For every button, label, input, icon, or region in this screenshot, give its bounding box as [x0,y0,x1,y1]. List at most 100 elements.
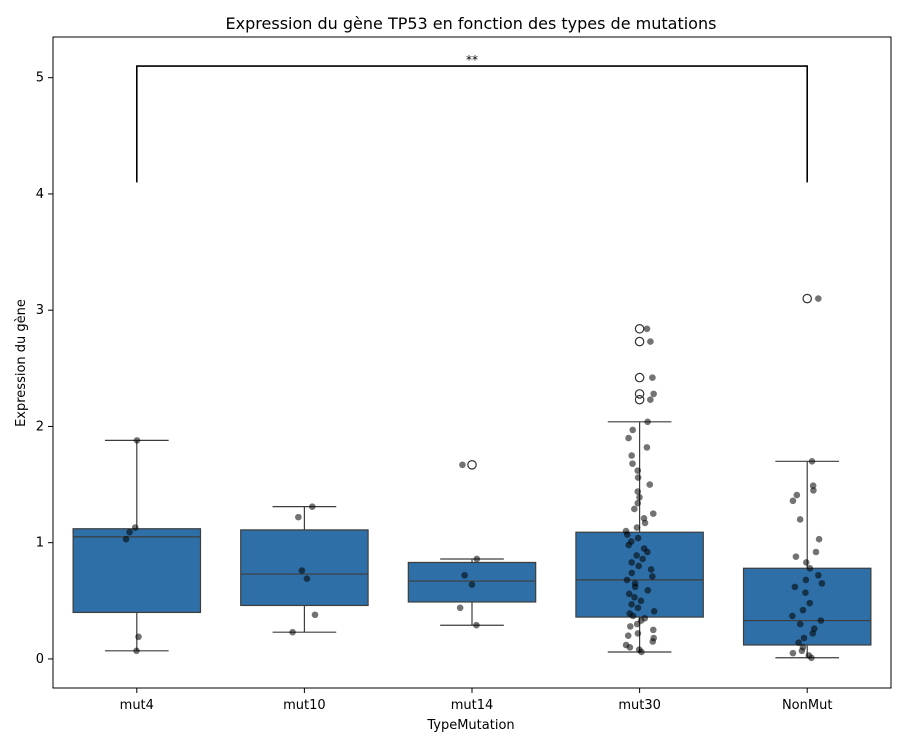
data-point [644,587,652,594]
data-point [634,467,642,474]
y-axis-label: Expression du gène [14,299,29,427]
data-point [634,630,642,637]
data-point [649,626,657,634]
data-point [633,552,640,559]
data-point [629,426,637,434]
data-point [631,594,638,601]
data-point [639,555,646,563]
outlier-marker [467,459,477,470]
data-point [800,634,808,642]
data-point [634,604,642,612]
data-point [133,647,140,655]
data-point [637,597,645,605]
data-point [473,555,481,563]
data-point [635,562,643,570]
data-point [473,621,480,629]
data-point [298,567,306,574]
plot-area: 0 1 2 3 4 5 mut4 mut10 mut14 mut30 NonMut ** [36,36,892,713]
data-point [303,575,311,583]
box-group [240,506,369,633]
data-point [135,633,142,641]
data-point [626,623,634,630]
x-tick-label: mut14 [451,698,494,713]
data-point [628,538,635,545]
data-point [649,374,656,381]
outlier-marker [634,389,645,399]
data-point [802,589,809,596]
data-point [789,497,797,505]
data-point [634,534,642,542]
data-point [809,482,817,490]
data-point [811,625,818,633]
x-tick-label: mut30 [618,698,661,713]
data-point [799,606,807,614]
data-point [634,474,642,481]
data-point [818,580,826,587]
data-point [806,564,814,572]
data-point [131,524,139,531]
data-point [625,590,633,598]
y-tick-label: 2 [36,419,44,434]
data-point [635,646,643,653]
data-point [789,649,797,657]
data-point [640,545,648,552]
data-point [647,566,655,573]
data-point [643,325,651,333]
data-point [647,396,654,404]
data-point [796,620,804,628]
data-point [802,559,810,566]
data-point [808,458,816,465]
data-point [461,571,468,579]
data-point [289,628,296,636]
data-point [806,599,814,607]
y-tick-label: 5 [36,71,44,86]
outlier-marker [634,336,645,347]
x-tick-label: mut4 [120,698,154,713]
data-point [622,641,630,649]
significance-bracket [136,65,808,183]
data-point [815,535,823,543]
data-point [122,535,130,543]
data-point [456,604,464,612]
data-point [649,573,656,580]
data-point [799,644,807,651]
data-point [795,639,802,646]
outlier-marker [802,293,812,304]
outlier-marker [634,394,645,405]
data-point [650,390,657,398]
y-tick-label: 4 [36,187,44,202]
data-point [459,461,466,469]
box-group [407,459,537,626]
data-point [647,338,654,345]
data-point [650,607,658,615]
data-point [815,571,822,579]
plot-frame [52,36,892,689]
data-point [308,503,316,510]
data-point [295,513,302,521]
y-tick-label: 1 [36,536,44,551]
data-point [641,614,649,622]
data-point [468,581,476,588]
box-group [72,439,202,652]
data-point [634,499,642,507]
y-tick-label: 0 [36,652,44,667]
data-point [634,488,642,495]
data-point [631,580,639,587]
data-point [628,559,635,566]
x-tick-label: NonMut [782,698,832,713]
data-point [628,601,635,608]
data-point [796,516,804,523]
box-iqr [72,528,202,614]
data-point [311,611,319,619]
data-point [628,452,636,459]
data-point [650,634,657,642]
data-point [133,437,141,444]
data-point [791,583,799,591]
data-point [793,491,801,499]
data-point [629,460,636,467]
data-point [126,528,133,536]
data-point [624,632,632,639]
data-point [789,612,796,620]
data-point [622,527,630,535]
